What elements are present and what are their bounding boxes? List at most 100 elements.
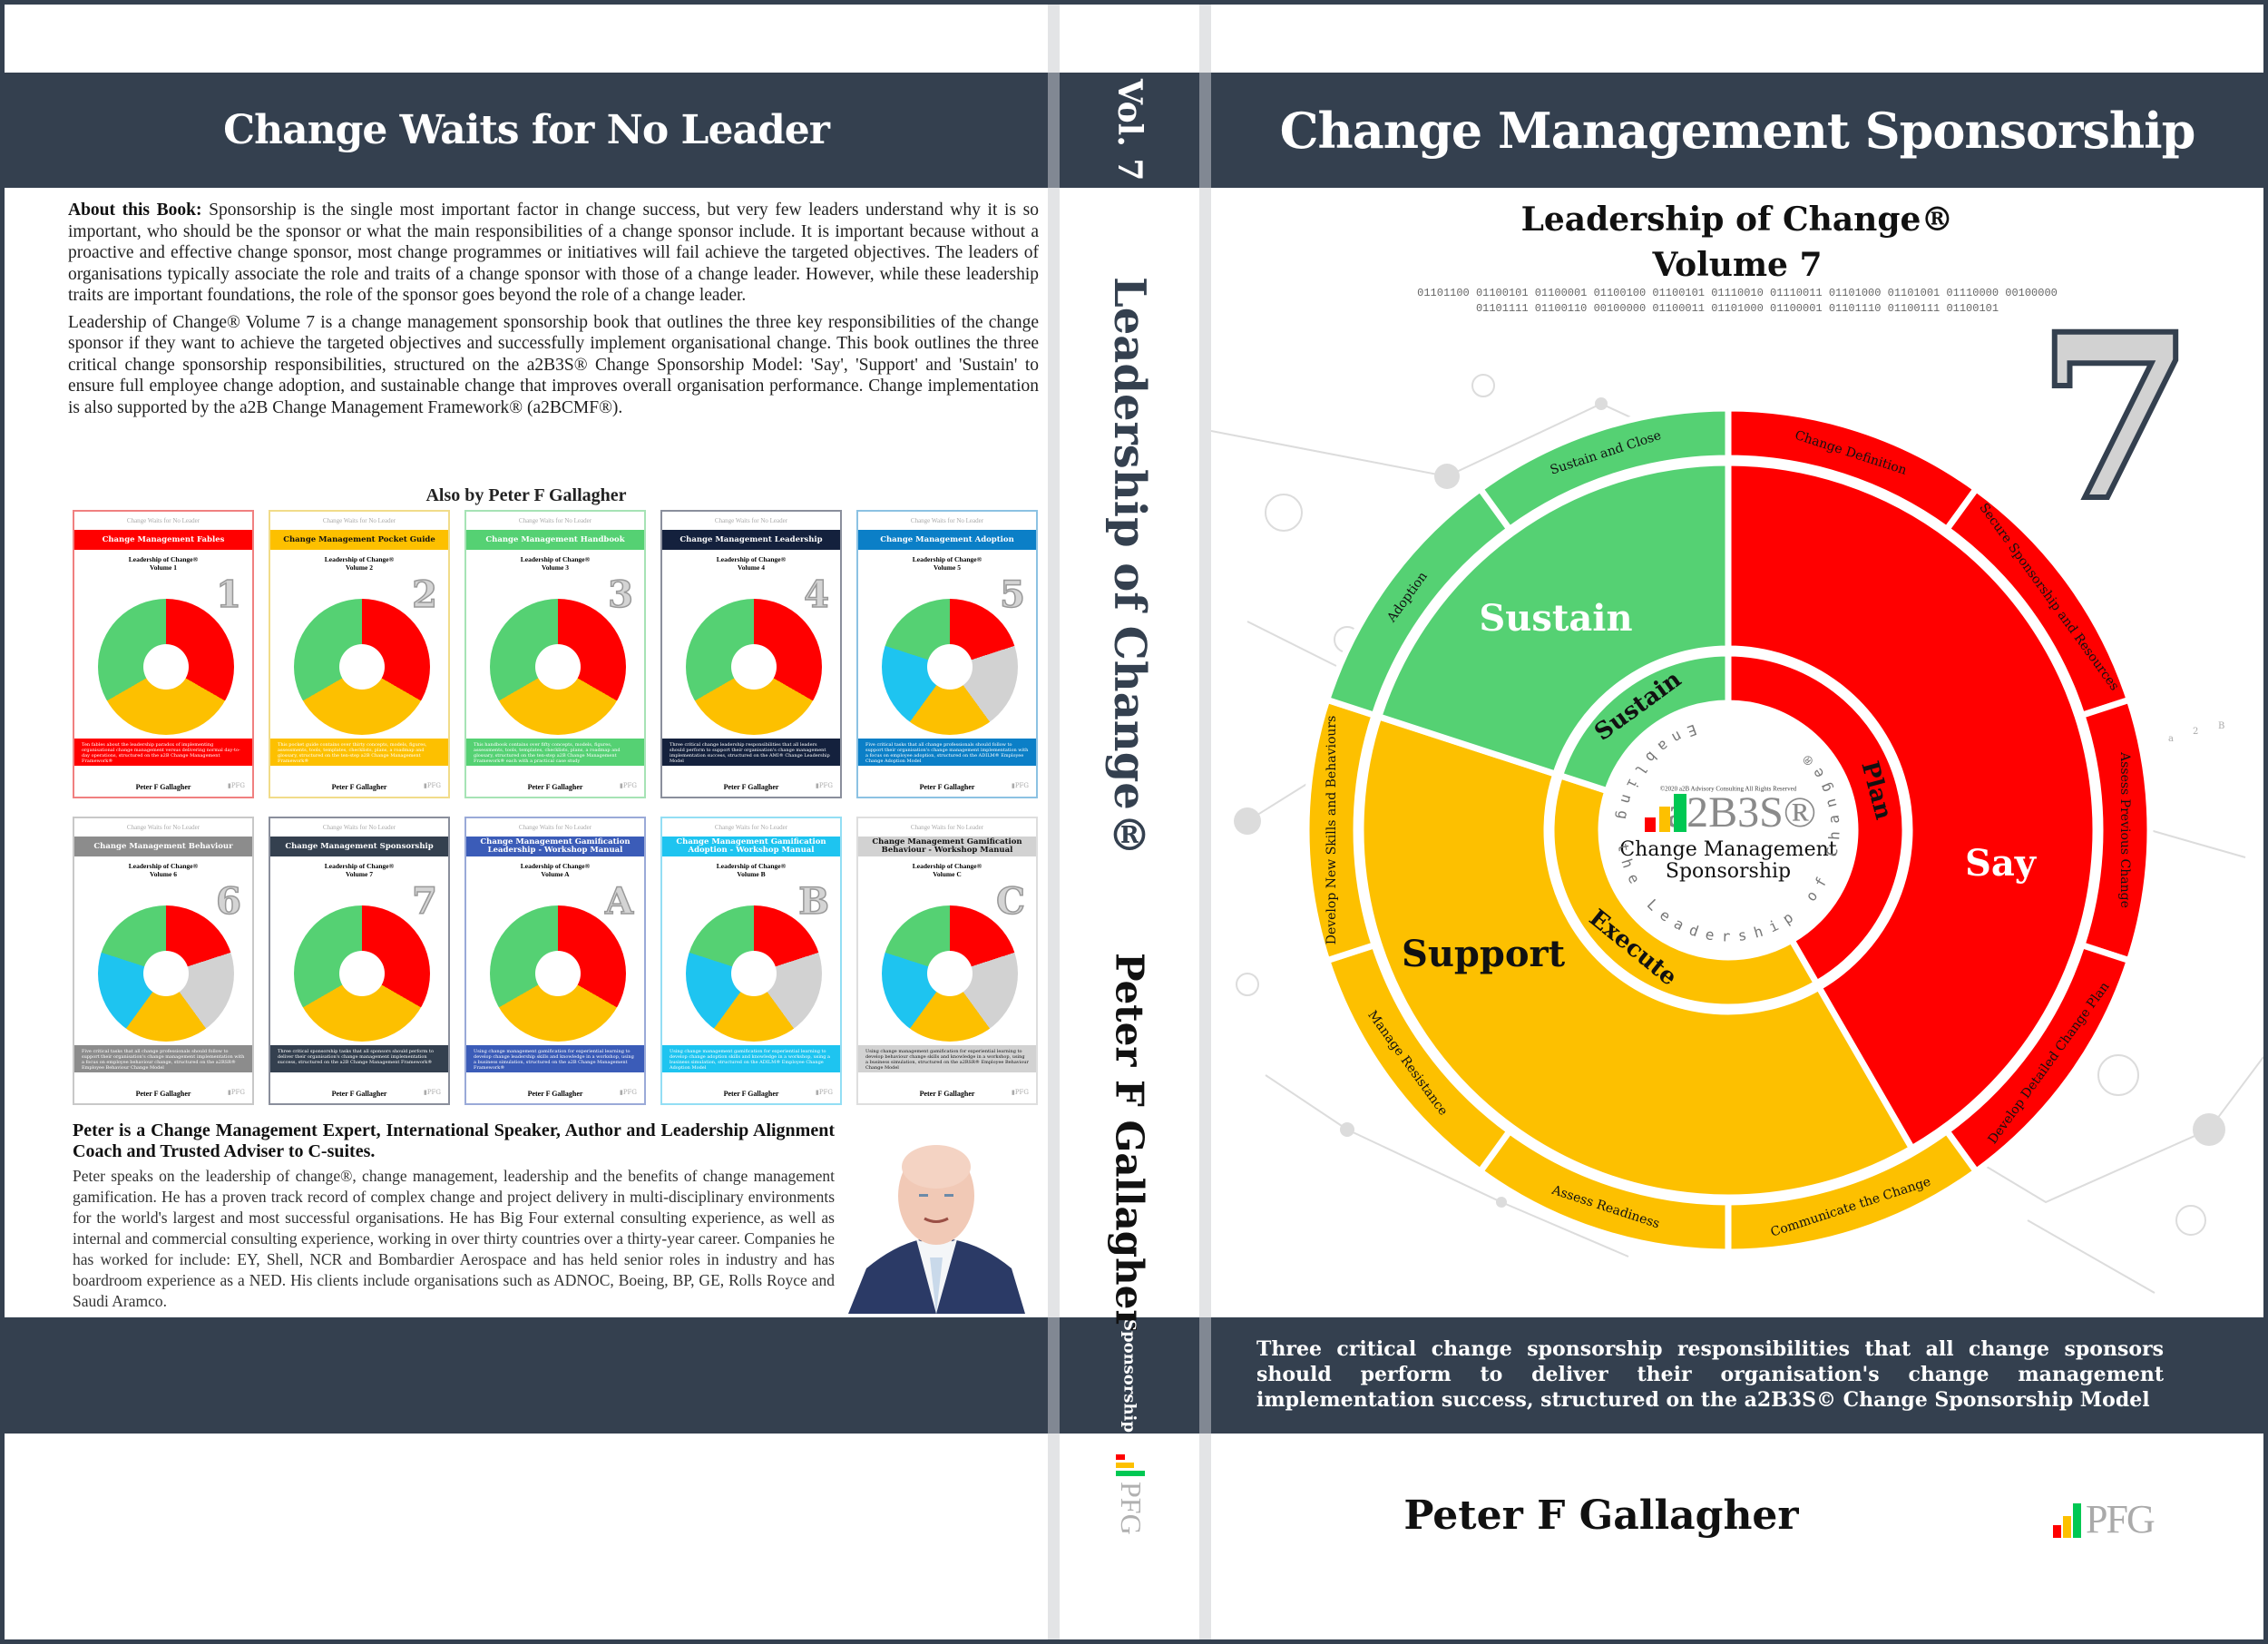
thumb-pfg-logo-icon: ▮PFG	[1011, 782, 1029, 789]
support-label: Support	[1402, 933, 1566, 975]
thumb-series-top: Change Waits for No Leader	[910, 517, 984, 524]
spine-subtitle-text: Sponsorship	[1119, 1318, 1139, 1433]
svg-text:a: a	[2168, 734, 2174, 744]
thumb-author: Peter F Gallagher	[527, 1090, 583, 1098]
ring-text-char: r	[1722, 927, 1731, 944]
binary-line-2: 01101111 01100110 00100000 01100011 0110…	[1475, 302, 1999, 315]
ring-text-char: a	[1824, 814, 1843, 825]
middle-segment-say	[1725, 459, 2099, 1153]
front-tagline-band	[1211, 1317, 2263, 1434]
thumb-number: B	[797, 879, 829, 924]
center-label-2: Sponsorship	[1666, 860, 1791, 883]
spine-subtitle: Sponsorship	[1060, 1317, 1199, 1434]
about-text-1: Sponsorship is the single most important…	[68, 201, 1040, 305]
spine-footer-band	[1060, 1317, 1199, 1434]
author-bio-body: Peter speaks on the leadership of change…	[73, 1167, 835, 1310]
thumb-author: Peter F Gallagher	[919, 783, 975, 791]
thumb-author: Peter F Gallagher	[919, 1090, 975, 1098]
svg-text:B: B	[2218, 721, 2224, 731]
thumb-series: Leadership of Change® Volume B	[716, 862, 787, 878]
volume-label: Volume 7	[1652, 246, 1823, 284]
thumb-number: 3	[607, 572, 633, 617]
thumb-title: Change Management Gamification Behaviour…	[858, 837, 1036, 856]
thumb-title: Change Management Fables	[74, 530, 252, 550]
thumb-wheel-icon	[686, 599, 822, 735]
thumb-title: Change Management Sponsorship	[270, 837, 448, 856]
thumb-number: 1	[215, 572, 241, 617]
front-header-band	[1211, 73, 2263, 188]
book-thumbnail: Change Waits for No Leader Change Manage…	[464, 510, 646, 798]
thumb-wheel-icon	[98, 905, 234, 1042]
about-paragraph-2: Leadership of Change® Volume 7 is a chan…	[68, 312, 1039, 417]
spine-author-text: Peter F Gallagher	[1107, 953, 1152, 1330]
outer-segment-label: Develop New Skills and Behaviours	[1325, 716, 1339, 945]
thumb-title: Change Management Gamification Adoption …	[662, 837, 840, 856]
thumb-pfg-logo-icon: ▮PFG	[423, 782, 441, 789]
middle-segment-sustain	[1374, 459, 1732, 778]
thumb-number: 5	[999, 572, 1025, 617]
thumb-number: C	[995, 879, 1025, 924]
thumb-pfg-logo-icon: ▮PFG	[815, 782, 833, 789]
logo-bar-icon	[1674, 794, 1686, 832]
thumb-author: Peter F Gallagher	[135, 783, 191, 791]
say-label: Say	[1965, 842, 2038, 885]
thumb-number: 7	[411, 879, 437, 924]
book-thumbnail: Change Waits for No Leader Change Manage…	[73, 510, 254, 798]
center-copyright: ©2020 a2B Advisory Consulting All Rights…	[1660, 786, 1797, 793]
a2b3s-logo: a2B3S®	[1667, 788, 1816, 837]
thumb-series: Leadership of Change® Volume 4	[716, 555, 787, 572]
back-cover-title: Change Waits for No Leader	[223, 107, 830, 153]
thumb-series: Leadership of Change® Volume 3	[520, 555, 591, 572]
tagline-line-3: implementation success, structured on th…	[1256, 1388, 2150, 1412]
fold-shadow	[1199, 1317, 1211, 1434]
thumb-blurb: Ten fables about the leadership paradox …	[74, 739, 252, 766]
thumb-author: Peter F Gallagher	[331, 783, 387, 791]
thumb-blurb: Five critical tasks that all change prof…	[74, 1045, 252, 1072]
thumb-author: Peter F Gallagher	[723, 1090, 779, 1098]
inner-segment-sustain	[1556, 650, 1732, 796]
fold-shadow	[1048, 1317, 1060, 1434]
thumb-title: Change Management Pocket Guide	[270, 530, 448, 550]
thumb-wheel-icon	[98, 599, 234, 735]
front-cover-title: Change Management Sponsorship	[1279, 101, 2196, 160]
thumb-blurb: Using change management gamification for…	[858, 1045, 1036, 1072]
thumb-wheel-icon	[490, 905, 626, 1042]
thumb-series-top: Change Waits for No Leader	[714, 517, 788, 524]
volume-number-badge: 7	[2034, 284, 2197, 551]
thumb-wheel-icon	[490, 599, 626, 735]
thumb-series: Leadership of Change® Volume 6	[128, 862, 199, 878]
thumb-pfg-logo-icon: ▮PFG	[227, 1089, 245, 1096]
thumb-blurb: Three critical change leadership respons…	[662, 739, 840, 766]
thumb-author: Peter F Gallagher	[135, 1090, 191, 1098]
binary-text: 01101100 01100101 01100001 01100100 0110…	[1211, 286, 2263, 317]
sustain-label: Sustain	[1479, 597, 1632, 640]
thumb-blurb: This pocket guide contains over thirty c…	[270, 739, 448, 766]
book-thumbnail: Change Waits for No Leader Change Manage…	[464, 817, 646, 1105]
series-name: Leadership of Change®	[1520, 201, 1954, 239]
front-tagline: Three critical change sponsorship respon…	[1256, 1336, 2164, 1413]
thumb-series-top: Change Waits for No Leader	[322, 824, 396, 831]
thumb-wheel-icon	[294, 599, 430, 735]
ring-text-char: e	[1704, 925, 1716, 944]
author-bio-heading: Peter is a Change Management Expert, Int…	[73, 1120, 835, 1161]
book-thumbnail: Change Waits for No Leader Change Manage…	[73, 817, 254, 1105]
book-thumbnail: Change Waits for No Leader Change Manage…	[269, 817, 450, 1105]
thumb-series: Leadership of Change® Volume 5	[912, 555, 982, 572]
thumb-series-top: Change Waits for No Leader	[322, 517, 396, 524]
ring-text-char: C	[1823, 846, 1842, 857]
thumb-series-top: Change Waits for No Leader	[518, 824, 592, 831]
book-thumbnail: Change Waits for No Leader Change Manage…	[269, 510, 450, 798]
thumb-number: A	[604, 879, 634, 924]
thumb-pfg-logo-icon: ▮PFG	[619, 1089, 637, 1096]
about-label: About this Book:	[68, 201, 202, 220]
about-this-book: About this Book: Sponsorship is the sing…	[68, 200, 1039, 424]
pfg-logo-icon: PFG	[1115, 1454, 1152, 1545]
also-by-heading: Also by Peter F Gallagher	[425, 485, 627, 505]
front-author-name: Peter F Gallagher	[1403, 1492, 1799, 1539]
ring-text-char: g	[1614, 809, 1632, 820]
book-thumbnail: Change Waits for No Leader Change Manage…	[856, 510, 1038, 798]
about-paragraph-1: About this Book: Sponsorship is the sing…	[68, 200, 1039, 307]
thumb-series-top: Change Waits for No Leader	[910, 824, 984, 831]
svg-text:PFG: PFG	[1116, 1482, 1148, 1535]
